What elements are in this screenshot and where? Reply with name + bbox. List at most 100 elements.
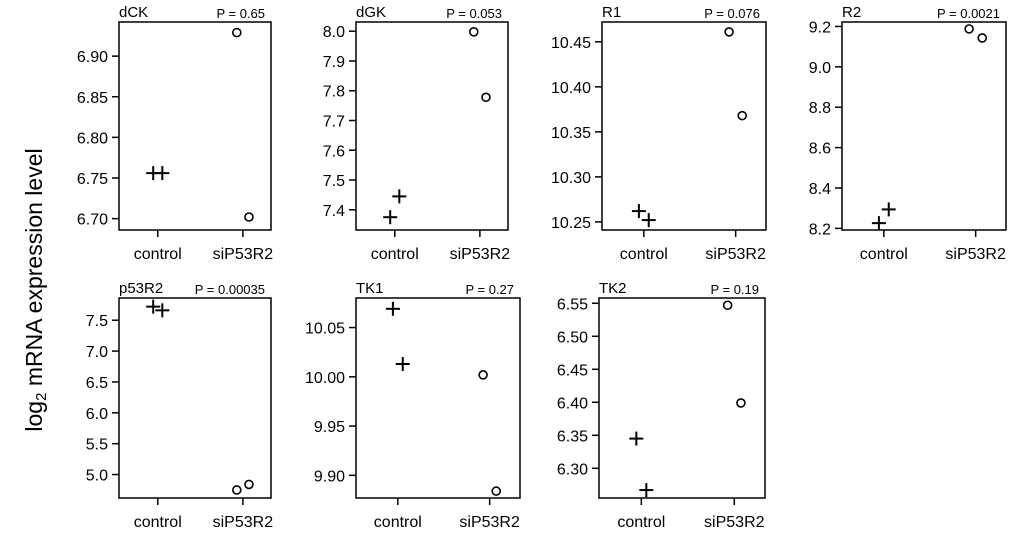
x-category-label: control [860,246,908,263]
control-point [629,431,644,446]
p-value-label: P = 0.076 [704,6,760,21]
x-category-label: control [617,514,665,531]
sip53r2-point [481,92,491,103]
y-tick-label: 9.90 [314,468,345,485]
p-value-label: P = 0.65 [216,6,265,21]
sip53r2-point [722,300,733,311]
panel-grid: dCK P = 0.65 6.70 6.75 6.80 6.85 6.90 control si… [77,4,1007,531]
sip53r2-point [244,212,254,222]
y-tick-label: 6.75 [77,171,108,188]
x-category-label: siP53R2 [945,246,1006,263]
x-category-label: siP53R2 [459,514,520,531]
panel-title: TK1 [356,280,384,297]
y-tick-label: 6.80 [77,130,108,147]
y-tick-label: 6.50 [557,329,588,346]
panel-tk2: TK2 P = 0.19 6.30 6.35 6.40 6.45 6.50 6.55 contr… [557,280,766,531]
plot-frame [841,21,1007,231]
panel-title: R1 [602,4,621,21]
y-tick-label: 7.8 [323,84,345,101]
y-tick-label: 7.9 [323,54,345,71]
plot-frame [118,297,272,499]
sip53r2-point [478,370,488,380]
y-tick-label: 10.45 [551,35,591,52]
control-point [155,303,170,318]
y-tick-label: 8.2 [809,221,831,238]
y-tick-label: 6.90 [77,49,108,66]
y-tick-label: 8.6 [809,141,831,158]
y-tick-label: 8.4 [809,181,831,198]
y-tick-label: 6.85 [77,90,108,107]
y-tick-label: 7.0 [86,344,108,361]
y-tick-label: 7.7 [323,113,345,130]
x-category-label: siP53R2 [213,514,274,531]
y-tick-label: 7.5 [323,173,345,190]
y-tick-label: 10.40 [551,80,591,97]
panel-dck: dCK P = 0.65 6.70 6.75 6.80 6.85 6.90 control si… [77,4,273,263]
control-point [639,483,654,498]
y-tick-label: 6.45 [557,362,588,379]
x-category-label: control [620,246,668,263]
panel-title: p53R2 [119,280,163,297]
p-value-label: P = 0.27 [465,282,514,297]
y-tick-label: 6.55 [557,296,588,313]
x-category-label: siP53R2 [705,246,766,263]
panel-tk1: TK1 P = 0.27 9.90 9.95 10.00 10.05 control siP5… [305,280,521,531]
control-point [631,204,646,219]
y-axis-label-subscript: 2 [33,393,50,401]
panel-r1: R1 P = 0.076 10.25 10.30 10.35 10.40 10.45 cont… [551,4,767,263]
sip53r2-point [232,485,242,495]
y-tick-label: 6.0 [86,406,108,423]
p-value-label: P = 0.053 [446,6,502,21]
panel-title: R2 [842,4,861,21]
panel-p53r2: p53R2 P = 0.00035 5.0 5.5 6.0 6.5 7.0 7.5 contro… [86,280,273,531]
plot-frame [355,297,521,499]
control-point [871,216,886,231]
x-category-label: siP53R2 [704,514,765,531]
plot-frame [355,21,509,231]
sip53r2-point [491,486,502,496]
control-point [392,189,407,204]
sip53r2-point [468,27,479,37]
x-category-label: siP53R2 [213,246,274,263]
plot-frame [598,297,766,499]
p-value-label: P = 0.19 [710,282,759,297]
y-tick-label: 10.25 [551,215,591,232]
x-category-label: siP53R2 [450,246,511,263]
y-tick-label: 10.35 [551,125,591,142]
control-point [146,299,161,314]
y-tick-label: 9.95 [314,419,345,436]
x-category-label: control [134,514,182,531]
y-tick-label: 5.5 [86,437,108,454]
control-point [155,166,170,181]
panel-title: TK2 [599,280,627,297]
sip53r2-point [232,27,242,38]
control-point [385,301,400,316]
sip53r2-point [244,479,254,490]
y-tick-label: 6.70 [77,212,108,229]
control-point [881,202,896,217]
y-axis-label-main: log [21,401,47,432]
y-tick-label: 6.35 [557,428,588,445]
control-point [395,357,410,372]
p-value-label: P = 0.00035 [195,282,265,297]
control-point [383,210,398,225]
sip53r2-point [737,110,748,121]
x-category-label: control [134,246,182,263]
y-tick-label: 9.2 [809,19,831,36]
y-tick-label: 6.5 [86,375,108,392]
x-category-label: control [371,246,419,263]
y-tick-label: 10.30 [551,170,591,187]
y-tick-label: 8.0 [323,24,345,41]
sip53r2-point [736,398,746,408]
panel-title: dGK [356,4,386,21]
y-tick-label: 6.30 [557,461,588,478]
plot-frame [601,21,767,231]
y-tick-label: 8.8 [809,100,831,117]
y-tick-label: 10.00 [305,370,345,387]
panel-dgk: dGK P = 0.053 7.4 7.5 7.6 7.7 7.8 7.9 8.0 control… [323,4,510,263]
y-tick-label: 5.0 [86,468,108,485]
control-point [641,213,656,228]
y-tick-label: 9.0 [809,60,831,77]
y-axis-label: log2 mRNA expression level [21,148,50,431]
